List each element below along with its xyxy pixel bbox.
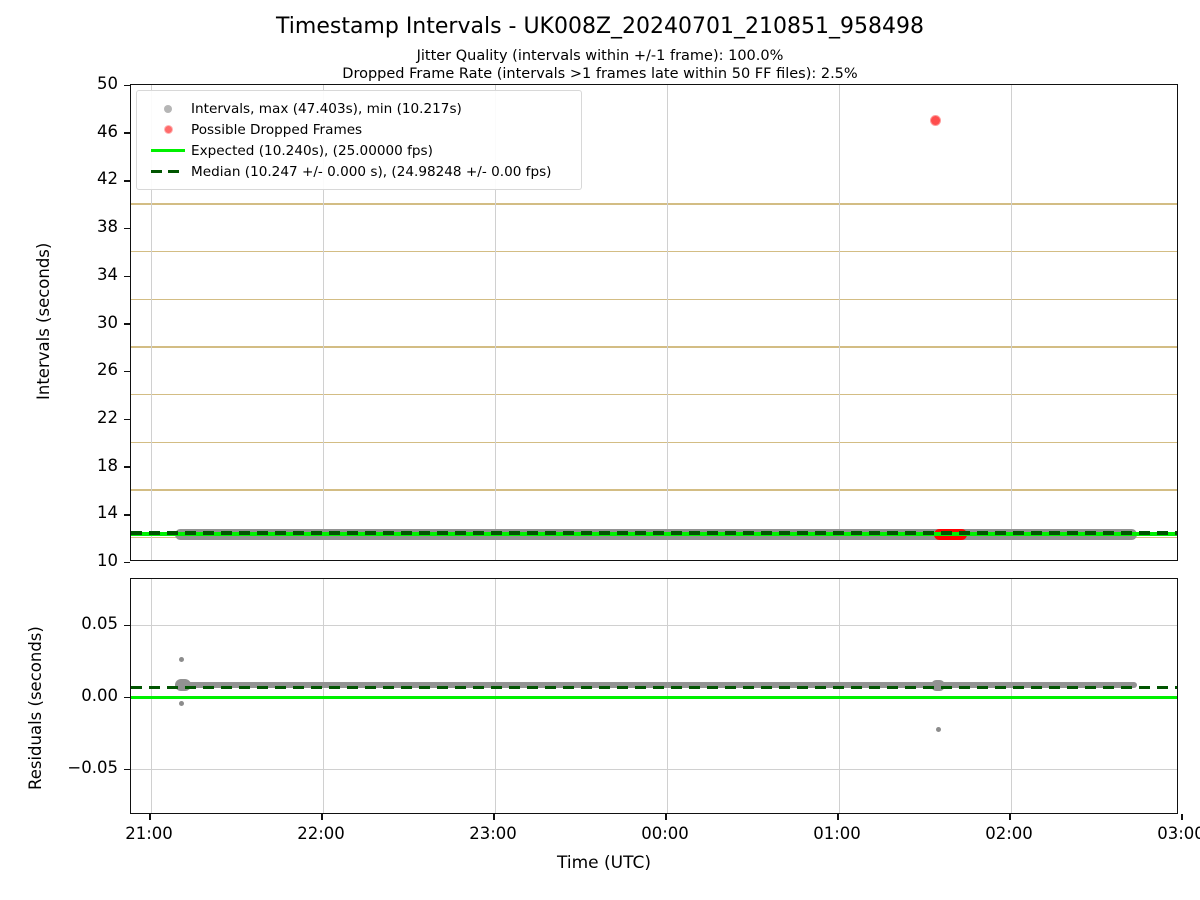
- xtick-2200: [321, 814, 323, 820]
- median-line: [131, 531, 1177, 535]
- xtick-label-2300: 23:00: [469, 824, 517, 843]
- ytick-label-22: 22: [97, 407, 118, 427]
- ytick-label-38: 38: [97, 217, 118, 237]
- chart-subtitle-dropped: Dropped Frame Rate (intervals >1 frames …: [342, 66, 858, 82]
- legend-item-intervals: Intervals, max (47.403s), min (10.217s): [145, 98, 573, 119]
- legend-key-wrap: [145, 125, 191, 134]
- ytick-26: [124, 370, 130, 373]
- legend-item-median: Median (10.247 +/- 0.000 s), (24.98248 +…: [145, 161, 573, 182]
- ytick-label-26: 26: [97, 360, 118, 380]
- ytick-18: [124, 466, 130, 468]
- ytick-38: [124, 227, 130, 230]
- ytick-label-res-m005: −0.05: [67, 758, 118, 777]
- xtick-2100: [149, 814, 151, 820]
- ytick-label-46: 46: [97, 121, 118, 141]
- gridline-h-38: [131, 298, 1177, 300]
- gridline-h-42: [131, 250, 1177, 253]
- residual-outlier-high: [179, 657, 184, 662]
- residual-expected-line: [131, 695, 1177, 699]
- xtick-0200: [1009, 814, 1011, 820]
- ytick-res-000: [124, 696, 130, 699]
- residual-outlier-low-start: [179, 701, 184, 706]
- ytick-10: [124, 561, 130, 564]
- legend-label-intervals: Intervals, max (47.403s), min (10.217s): [191, 100, 462, 117]
- legend-key-wrap: [145, 104, 191, 113]
- ytick-label-34: 34: [97, 264, 118, 284]
- ytick-label-18: 18: [97, 455, 118, 475]
- xtick-label-2200: 22:00: [297, 824, 345, 843]
- chart-legend: Intervals, max (47.403s), min (10.217s) …: [136, 90, 582, 190]
- x-axis-label: Time (UTC): [557, 853, 651, 873]
- xtick-0300: [1181, 814, 1183, 820]
- chart-title: Timestamp Intervals - UK008Z_20240701_21…: [276, 14, 924, 39]
- xtick-0000: [665, 814, 667, 820]
- gridline-h-30: [131, 394, 1177, 396]
- red-dot-icon: [163, 125, 173, 134]
- gridline-v-0200: [1010, 85, 1013, 560]
- gray-dot-icon: [164, 104, 172, 113]
- xtick-label-0200: 02:00: [985, 824, 1033, 843]
- gridline-h-p005: [131, 625, 1177, 627]
- ytick-label-res-005: 0.05: [81, 614, 118, 633]
- gridline-h-46: [131, 203, 1177, 205]
- residual-outlier-low: [936, 727, 941, 732]
- ytick-label-10: 10: [97, 551, 118, 570]
- residuals-y-axis-label: Residuals (seconds): [26, 626, 45, 790]
- xtick-label-0100: 01:00: [813, 824, 861, 843]
- xtick-label-2100: 21:00: [125, 824, 173, 843]
- ytick-46: [124, 132, 130, 134]
- gridline-h-34: [131, 346, 1177, 348]
- ytick-14: [124, 514, 130, 516]
- ytick-res-005: [124, 624, 130, 627]
- ytick-label-42: 42: [97, 169, 118, 189]
- legend-label-expected: Expected (10.240s), (25.00000 fps): [191, 142, 433, 159]
- intervals-y-axis-label: Intervals (seconds): [34, 242, 53, 400]
- gridline-h-22: [131, 489, 1177, 491]
- ytick-42: [124, 180, 130, 182]
- legend-key-wrap: [145, 148, 191, 153]
- legend-label-median: Median (10.247 +/- 0.000 s), (24.98248 +…: [191, 163, 552, 180]
- ytick-label-res-000: 0.00: [81, 686, 118, 705]
- gridline-v-2200: [322, 85, 325, 560]
- xtick-label-0000: 00:00: [641, 824, 689, 843]
- xtick-0100: [837, 814, 839, 820]
- legend-item-dropped-frames: Possible Dropped Frames: [145, 119, 573, 140]
- gridline-v-2100: [150, 85, 153, 560]
- residuals-plot-area: [130, 578, 1178, 814]
- legend-label-dropped-frames: Possible Dropped Frames: [191, 121, 363, 138]
- ytick-label-50: 50: [97, 74, 118, 93]
- gridline-h-26: [131, 441, 1177, 444]
- legend-item-expected: Expected (10.240s), (25.00000 fps): [145, 140, 573, 161]
- green-line-icon: [151, 148, 185, 153]
- dashed-green-line-icon: [151, 169, 185, 174]
- ytick-22: [124, 418, 130, 421]
- gridline-v-0000: [666, 85, 669, 560]
- ytick-30: [124, 323, 130, 325]
- gridline-v-2300: [494, 85, 497, 560]
- gridline-v-0100: [838, 85, 841, 560]
- legend-key-wrap: [145, 169, 191, 174]
- residual-median-line: [131, 685, 1177, 690]
- gridline-h-m005: [131, 769, 1177, 771]
- xtick-label-0300: 03:00: [1157, 824, 1200, 843]
- ytick-50: [124, 84, 130, 87]
- residuals-sample-band: [175, 682, 1137, 688]
- ytick-res-m005: [124, 768, 130, 771]
- ytick-label-30: 30: [97, 312, 118, 332]
- xtick-2300: [493, 814, 495, 820]
- chart-subtitle-jitter: Jitter Quality (intervals within +/-1 fr…: [416, 48, 784, 64]
- ytick-label-14: 14: [97, 503, 118, 523]
- ytick-34: [124, 275, 130, 278]
- dropped-frame-outlier-point: [930, 114, 941, 126]
- residuals-sample-bump-0147: [931, 679, 945, 691]
